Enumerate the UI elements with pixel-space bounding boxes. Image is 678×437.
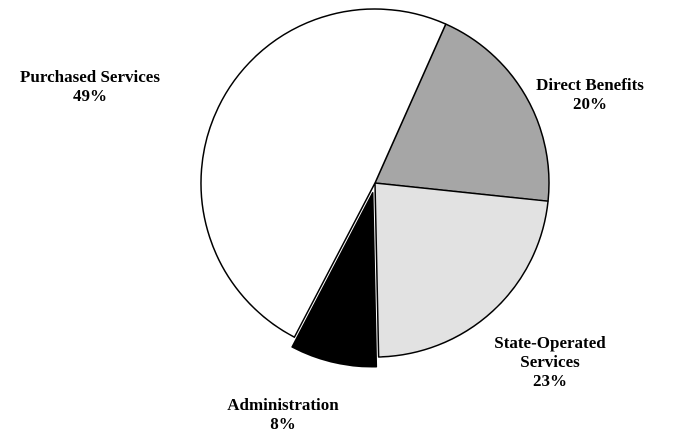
pie-slices <box>200 8 550 368</box>
slice-label-state-operated-services: State-Operated Services 23% <box>494 333 606 390</box>
pie-labels: Direct Benefits 20% State-Operated Services… <box>20 67 644 433</box>
pie-slice-state-operated-services <box>374 182 549 358</box>
slice-percent-purchased-services: 49% <box>73 86 107 105</box>
slice-percent-direct-benefits: 20% <box>573 94 607 113</box>
slice-percent-administration: 8% <box>270 414 296 432</box>
slice-label-administration: Administration 8% <box>227 395 339 432</box>
slice-name-purchased-services: Purchased Services <box>20 67 160 86</box>
slice-name-state-operated-services: Services <box>520 352 580 371</box>
slice-label-purchased-services: Purchased Services 49% <box>20 67 160 105</box>
pie-slice-purchased-services <box>200 8 447 338</box>
pie-slice-administration <box>291 191 378 368</box>
slice-percent-state-operated-services: 23% <box>533 371 567 390</box>
slice-name-state-operated-services: State-Operated <box>494 333 606 352</box>
slice-name-direct-benefits: Direct Benefits <box>536 75 644 94</box>
slice-label-direct-benefits: Direct Benefits 20% <box>536 75 644 113</box>
slice-name-administration: Administration <box>227 395 339 414</box>
pie-slice-direct-benefits <box>374 23 550 202</box>
